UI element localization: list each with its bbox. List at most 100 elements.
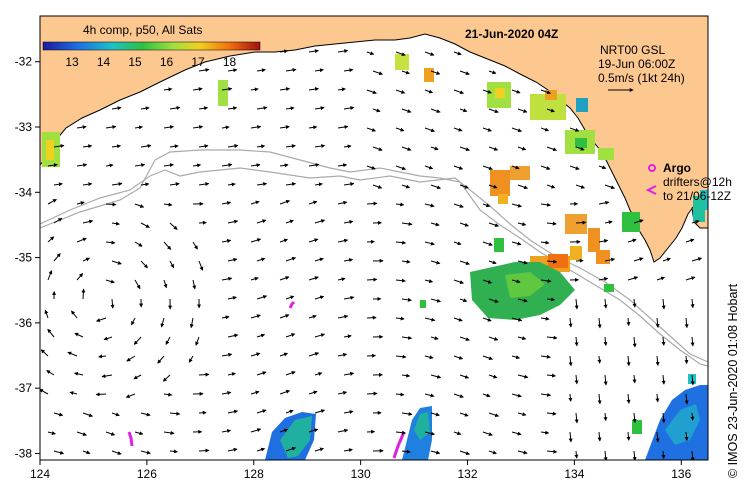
current-vector — [256, 106, 268, 110]
current-vector — [459, 450, 471, 456]
current-vector — [430, 298, 442, 303]
current-vector — [140, 412, 151, 417]
current-vector — [575, 184, 586, 189]
current-vector — [395, 278, 406, 283]
current-vector — [227, 333, 239, 338]
current-vector — [76, 201, 85, 206]
lon-tick-label: 128 — [244, 467, 264, 481]
current-vector — [459, 222, 469, 227]
current-vector — [517, 298, 528, 303]
current-vector — [140, 222, 150, 228]
current-vector — [430, 222, 440, 227]
current-vector — [627, 238, 637, 243]
current-vector — [568, 355, 573, 367]
current-vector — [169, 260, 175, 269]
current-vector — [574, 298, 579, 310]
current-vector — [285, 144, 296, 149]
current-vector — [69, 391, 78, 396]
current-vector — [279, 276, 290, 281]
current-vector — [314, 447, 325, 452]
current-vector — [540, 278, 552, 283]
current-vector — [337, 314, 349, 319]
current-vector — [517, 146, 527, 151]
current-vector — [343, 334, 352, 339]
lat-tick-label: -34 — [15, 185, 33, 199]
current-vector — [169, 449, 178, 454]
current-vector — [540, 430, 550, 435]
current-vector — [684, 431, 689, 442]
current-vector — [105, 279, 115, 284]
current-vector — [221, 239, 232, 243]
current-vector — [511, 89, 521, 94]
current-vector — [163, 392, 173, 397]
shelf-contour-2 — [40, 167, 708, 363]
current-vector — [256, 371, 267, 376]
current-vector — [540, 165, 551, 170]
current-vector — [540, 89, 552, 95]
current-vector — [279, 314, 290, 319]
current-vector — [372, 146, 383, 151]
current-vector — [169, 144, 179, 149]
current-vector — [574, 450, 579, 459]
current-vector — [540, 392, 552, 397]
current-vector — [626, 355, 631, 367]
current-vector — [198, 68, 210, 72]
current-vector — [67, 351, 78, 357]
current-vector — [424, 241, 435, 246]
current-vector — [488, 298, 499, 303]
current-vector — [632, 450, 637, 460]
current-vector — [111, 106, 122, 111]
current-vector — [40, 349, 49, 357]
current-vector — [424, 127, 436, 133]
current-vector — [424, 165, 434, 170]
current-vector — [314, 182, 323, 187]
current-vector — [46, 370, 55, 376]
current-vector — [337, 238, 349, 243]
current-vector — [401, 335, 413, 340]
current-vector — [256, 68, 266, 73]
current-vector — [105, 163, 114, 168]
current-vector — [626, 431, 631, 441]
current-vector — [690, 450, 695, 460]
current-vector — [546, 184, 556, 189]
current-vector — [488, 184, 498, 189]
current-vector — [656, 276, 666, 281]
current-vector — [250, 238, 262, 243]
current-vector — [337, 277, 346, 282]
current-vector — [134, 431, 144, 436]
current-vector — [482, 89, 492, 94]
current-vector — [343, 220, 354, 224]
current-vector — [192, 87, 203, 92]
current-vector — [511, 355, 521, 360]
current-vector — [250, 428, 262, 433]
current-vector — [655, 317, 660, 329]
current-vector — [279, 352, 289, 357]
current-vector — [256, 144, 266, 149]
current-vector — [395, 51, 406, 56]
drifters-label: drifters@12h — [663, 175, 732, 189]
current-vector — [661, 450, 666, 460]
current-vector — [511, 165, 520, 170]
current-vector — [482, 127, 492, 132]
plot-frame — [39, 15, 709, 461]
current-vector — [82, 144, 93, 149]
current-vector — [488, 374, 498, 379]
current-vector — [488, 412, 500, 418]
current-vector — [395, 89, 406, 94]
current-vector — [395, 202, 405, 207]
current-vector — [192, 125, 204, 130]
current-vector — [366, 277, 378, 282]
current-vector — [221, 201, 232, 205]
colorbar-ticks: 13 14 15 16 17 18 — [65, 55, 236, 69]
current-vector — [308, 352, 320, 357]
current-vector — [603, 374, 608, 386]
current-vector — [47, 199, 57, 205]
current-vector — [227, 182, 236, 187]
current-vector — [314, 333, 326, 338]
current-vector — [337, 49, 349, 54]
current-vector — [568, 431, 573, 443]
current-vector — [221, 163, 233, 168]
drifter-marker-icon — [645, 185, 657, 195]
current-vector — [603, 450, 608, 460]
current-vector — [517, 336, 527, 341]
